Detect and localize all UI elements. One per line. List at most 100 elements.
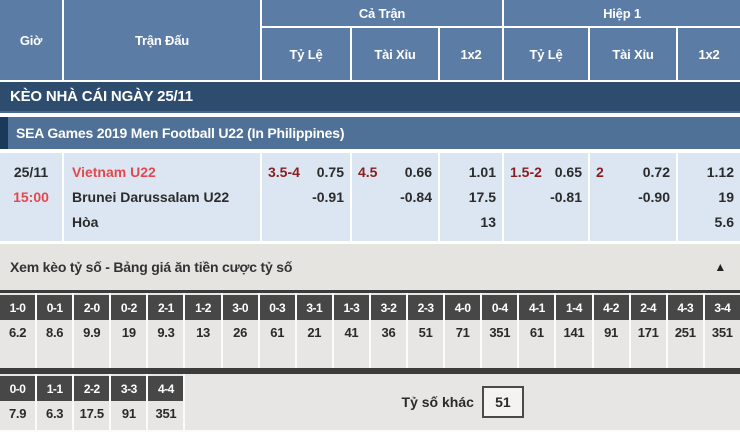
h1-1x2-cell: 1.12 19 5.6 xyxy=(678,153,740,241)
score-odds-value[interactable]: 7.9 xyxy=(8,406,27,421)
ft-handicap-cell: 3.5-4 0.75 -0.91 xyxy=(262,153,350,241)
ft-under-odds[interactable]: -0.84 xyxy=(400,189,432,205)
score-odds-value[interactable]: 13 xyxy=(196,325,210,340)
odds-table-header: Giờ Trận Đấu Cả Trận Hiệp 1 Tỷ Lệ Tài Xỉ… xyxy=(0,0,740,80)
score-odds-cell[interactable]: 2-4 171 xyxy=(630,293,666,368)
score-label: 0-0 xyxy=(0,376,36,401)
score-odds-value[interactable]: 71 xyxy=(455,325,470,340)
score-odds-cell[interactable]: 3-1 21 xyxy=(296,293,332,368)
ft-1x2-home-odds[interactable]: 1.01 xyxy=(468,164,496,180)
h1-1x2-away-odds[interactable]: 19 xyxy=(718,189,734,205)
ft-handicap-away-odds[interactable]: -0.91 xyxy=(312,189,344,205)
score-odds-cell[interactable]: 3-3 91 xyxy=(111,374,147,430)
score-odds-value[interactable]: 61 xyxy=(529,325,544,340)
score-odds-cell[interactable]: 0-2 19 xyxy=(111,293,147,368)
score-odds-value[interactable]: 171 xyxy=(637,325,659,340)
score-odds-cell[interactable]: 4-3 251 xyxy=(667,293,703,368)
h1-1x2-home-odds[interactable]: 1.12 xyxy=(706,164,734,180)
score-odds-value[interactable]: 21 xyxy=(307,325,322,340)
score-label: 2-4 xyxy=(630,295,666,320)
h1-1x2-draw-odds[interactable]: 5.6 xyxy=(714,214,734,230)
score-label: 3-1 xyxy=(296,295,332,320)
h1-under-odds[interactable]: -0.90 xyxy=(638,189,670,205)
score-label: 0-2 xyxy=(111,295,147,320)
score-odds-value[interactable]: 26 xyxy=(233,325,248,340)
score-odds-value[interactable]: 36 xyxy=(381,325,396,340)
score-odds-cell[interactable]: 3-2 36 xyxy=(370,293,407,368)
home-team-link[interactable]: Vietnam U22 xyxy=(72,164,156,180)
h1-over-odds[interactable]: 0.72 xyxy=(642,164,670,180)
match-teams-cell: Vietnam U22 Brunei Darussalam U22 Hòa xyxy=(64,153,260,241)
score-odds-cell[interactable]: 4-2 91 xyxy=(593,293,629,368)
score-odds-cell[interactable]: 1-0 6.2 xyxy=(0,293,36,368)
score-odds-value[interactable]: 351 xyxy=(711,325,733,340)
score-odds-value[interactable]: 9.9 xyxy=(83,325,101,340)
score-odds-cell[interactable]: 2-3 51 xyxy=(408,293,444,368)
away-team-link[interactable]: Brunei Darussalam U22 xyxy=(72,189,230,205)
score-odds-value[interactable]: 17.5 xyxy=(79,406,104,421)
ft-over-odds[interactable]: 0.66 xyxy=(404,164,432,180)
h1-ou-line: 2 xyxy=(596,164,604,180)
col-header-ft-1x2: 1x2 xyxy=(440,28,502,80)
score-odds-cell[interactable]: 3-4 351 xyxy=(704,293,740,368)
score-odds-cell[interactable]: 1-1 6.3 xyxy=(37,374,73,430)
score-label: 1-3 xyxy=(333,295,369,320)
score-odds-value[interactable]: 6.3 xyxy=(46,406,64,421)
score-odds-cell[interactable]: 2-1 9.3 xyxy=(148,293,184,368)
score-odds-cell[interactable]: 4-0 71 xyxy=(445,293,481,368)
score-odds-value[interactable]: 351 xyxy=(489,325,511,340)
score-odds-cell[interactable]: 0-4 351 xyxy=(482,293,518,368)
h1-handicap-away-odds[interactable]: -0.81 xyxy=(550,189,582,205)
league-header: SEA Games 2019 Men Football U22 (In Phil… xyxy=(0,117,740,149)
score-odds-value[interactable]: 251 xyxy=(674,325,696,340)
score-odds-value[interactable]: 8.6 xyxy=(46,325,64,340)
col-header-h1-handicap: Tỷ Lệ xyxy=(504,28,588,80)
h1-handicap-cell: 1.5-2 0.65 -0.81 xyxy=(504,153,588,241)
score-odds-cell[interactable]: 1-3 41 xyxy=(333,293,369,368)
score-odds-value[interactable]: 9.3 xyxy=(157,325,175,340)
score-odds-cell[interactable]: 4-1 61 xyxy=(519,293,555,368)
score-odds-value[interactable]: 351 xyxy=(155,406,177,421)
score-odds-panel: 1-0 6.2 0-1 8.6 2-0 9.9 0-2 19 xyxy=(0,290,740,432)
collapse-arrow-icon[interactable]: ▲ xyxy=(714,260,726,274)
score-odds-value[interactable]: 51 xyxy=(418,325,433,340)
ft-handicap-home-odds[interactable]: 0.75 xyxy=(316,164,344,180)
score-label: 1-2 xyxy=(185,295,221,320)
score-odds-value[interactable]: 41 xyxy=(344,325,359,340)
ft-1x2-draw-odds[interactable]: 13 xyxy=(480,214,496,230)
score-odds-cell[interactable]: 2-2 17.5 xyxy=(74,374,110,430)
score-odds-cell[interactable]: 1-4 141 xyxy=(556,293,592,368)
ft-1x2-cell: 1.01 17.5 13 xyxy=(440,153,502,241)
col-header-match: Trận Đấu xyxy=(64,0,260,80)
score-odds-value[interactable]: 91 xyxy=(121,406,136,421)
other-score-cell: Tỷ số khác 51 xyxy=(185,374,740,430)
score-label: 3-2 xyxy=(370,295,407,320)
h1-handicap-home-odds[interactable]: 0.65 xyxy=(554,164,582,180)
score-odds-cell[interactable]: 0-3 61 xyxy=(259,293,295,368)
draw-label: Hòa xyxy=(72,214,99,230)
score-odds-value[interactable]: 19 xyxy=(121,325,136,340)
ft-handicap-line: 3.5-4 xyxy=(268,164,300,180)
score-odds-value[interactable]: 91 xyxy=(604,325,618,340)
score-odds-cell[interactable]: 2-0 9.9 xyxy=(74,293,110,368)
score-odds-value[interactable]: 6.2 xyxy=(8,325,27,340)
ft-1x2-away-odds[interactable]: 17.5 xyxy=(468,189,496,205)
score-odds-value[interactable]: 141 xyxy=(563,325,585,340)
score-label: 4-0 xyxy=(445,295,481,320)
score-odds-cell[interactable]: 0-1 8.6 xyxy=(37,293,73,368)
score-label: 2-1 xyxy=(148,295,184,320)
other-score-odds-value[interactable]: 51 xyxy=(481,386,524,418)
other-score-label: Tỷ số khác xyxy=(401,394,474,410)
h1-over-under-cell: 2 0.72 -0.90 xyxy=(590,153,676,241)
score-odds-cell[interactable]: 3-0 26 xyxy=(222,293,258,368)
score-label: 1-4 xyxy=(556,295,592,320)
score-odds-cell[interactable]: 0-0 7.9 xyxy=(0,374,36,430)
score-label: 4-1 xyxy=(519,295,555,320)
h1-handicap-line: 1.5-2 xyxy=(510,164,542,180)
score-odds-cell[interactable]: 1-2 13 xyxy=(185,293,221,368)
score-odds-cell[interactable]: 4-4 351 xyxy=(148,374,184,430)
score-odds-toggle[interactable]: Xem kèo tỷ số - Bảng giá ăn tiền cược tỷ… xyxy=(0,244,740,290)
score-label: 1-0 xyxy=(0,295,36,320)
score-odds-value[interactable]: 61 xyxy=(270,325,285,340)
